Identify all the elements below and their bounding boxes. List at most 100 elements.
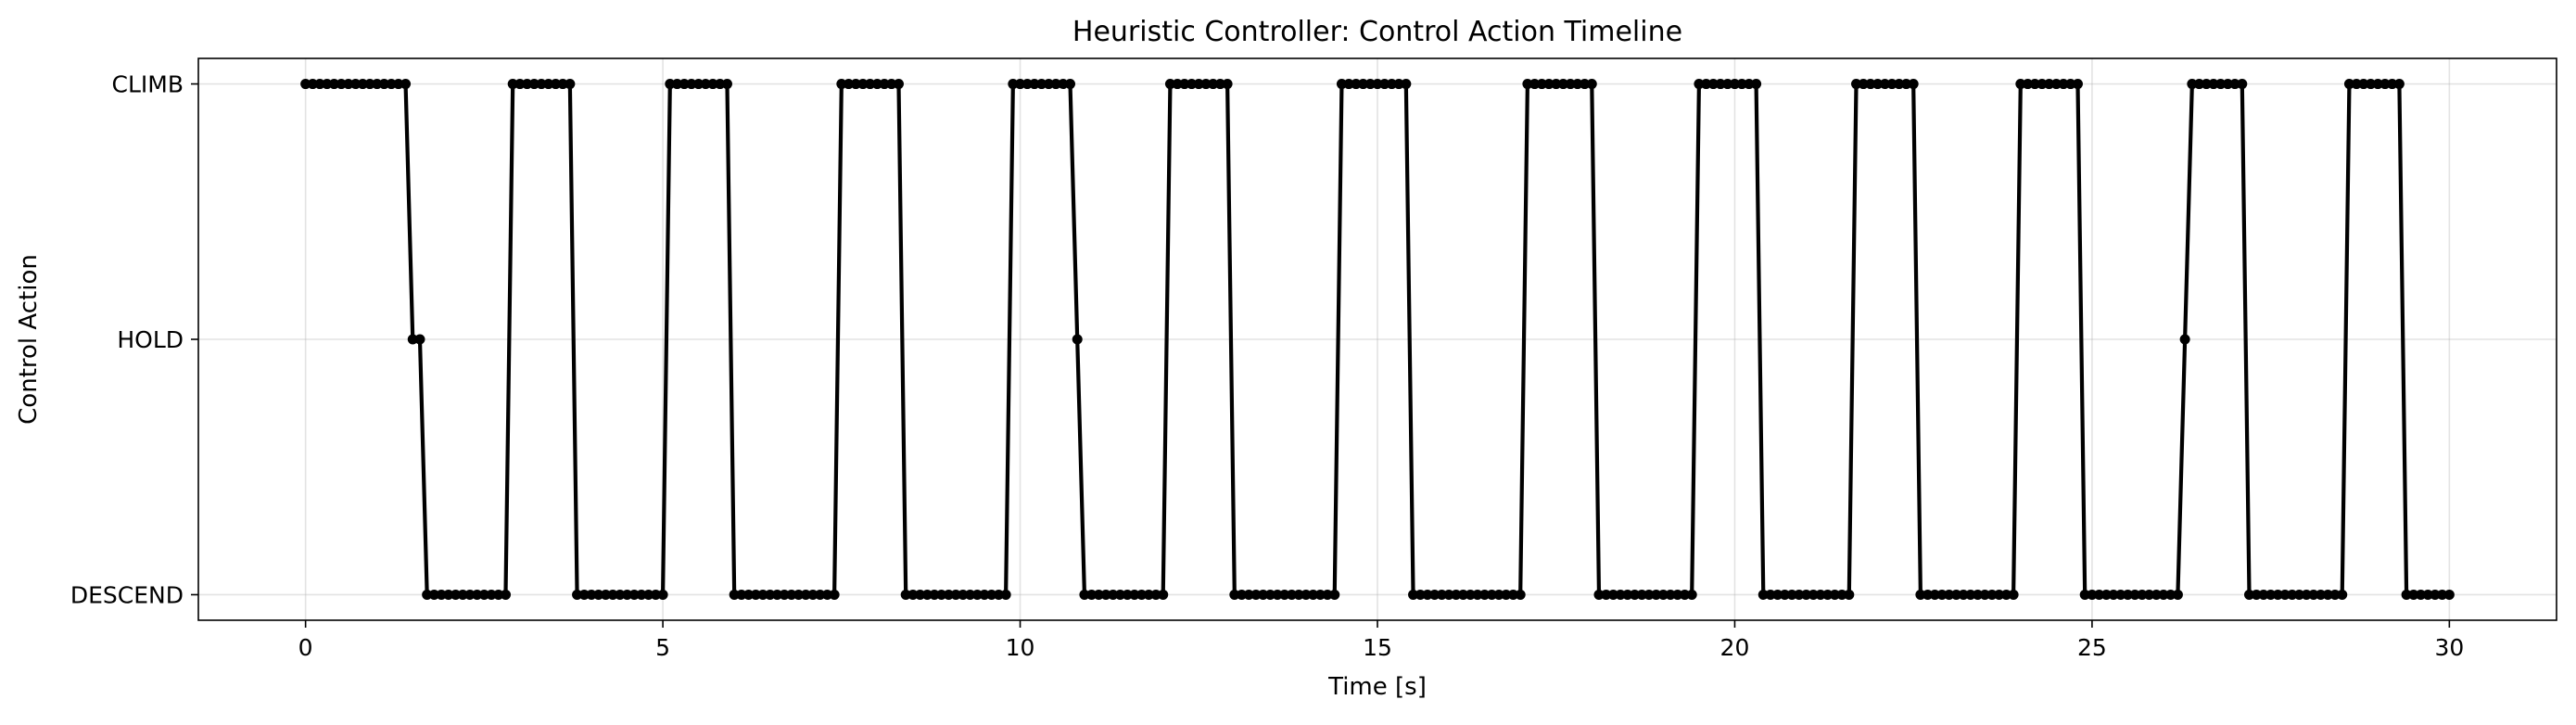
data-point xyxy=(1565,79,1576,90)
data-point xyxy=(628,589,640,600)
data-point xyxy=(1100,589,1111,600)
data-point xyxy=(343,79,354,90)
y-tick-label: CLIMB xyxy=(112,71,184,98)
data-point xyxy=(807,589,818,600)
data-point xyxy=(2094,589,2105,600)
data-point xyxy=(1264,589,1275,600)
data-point xyxy=(1408,589,1419,600)
data-point xyxy=(1364,79,1376,90)
data-point xyxy=(1193,79,1204,90)
data-point xyxy=(936,589,947,600)
data-point xyxy=(986,589,997,600)
data-point xyxy=(1729,79,1740,90)
data-point xyxy=(865,79,876,90)
data-point xyxy=(1829,589,1840,600)
data-point xyxy=(1522,79,1533,90)
data-point xyxy=(400,79,412,90)
data-point xyxy=(1851,79,1862,90)
data-point xyxy=(1458,589,1469,600)
data-point xyxy=(1308,589,1319,600)
data-point xyxy=(2366,79,2377,90)
data-point xyxy=(672,79,683,90)
data-point xyxy=(478,589,489,600)
data-point xyxy=(2008,589,2019,600)
data-point xyxy=(971,589,983,600)
data-point xyxy=(693,79,704,90)
data-point xyxy=(650,589,661,600)
y-tick-label: HOLD xyxy=(117,326,184,353)
data-point xyxy=(736,589,747,600)
data-point xyxy=(1551,79,1562,90)
data-point xyxy=(2237,79,2248,90)
data-point xyxy=(2179,334,2190,345)
data-point xyxy=(993,589,1004,600)
data-point xyxy=(1272,589,1283,600)
data-point xyxy=(2201,79,2212,90)
data-point xyxy=(2443,589,2455,600)
data-point xyxy=(1172,79,1183,90)
data-point xyxy=(1672,589,1683,600)
data-point xyxy=(1208,79,1219,90)
data-point xyxy=(1894,79,1905,90)
data-point xyxy=(786,589,797,600)
data-point xyxy=(507,79,518,90)
data-point xyxy=(1900,79,1911,90)
data-point xyxy=(1665,589,1676,600)
data-point xyxy=(414,334,425,345)
data-point xyxy=(1944,589,1955,600)
data-point xyxy=(514,79,526,90)
data-point xyxy=(2015,79,2026,90)
data-point xyxy=(1058,79,1069,90)
data-point xyxy=(879,79,890,90)
data-point xyxy=(2416,589,2427,600)
data-point xyxy=(500,589,511,600)
data-point xyxy=(1200,79,1212,90)
data-point xyxy=(1164,79,1175,90)
data-point xyxy=(2158,589,2169,600)
data-point xyxy=(1507,589,1518,600)
data-point xyxy=(1958,589,1969,600)
data-point xyxy=(1150,589,1161,600)
data-point xyxy=(1108,589,1119,600)
data-point xyxy=(1986,589,1998,600)
data-point xyxy=(457,589,468,600)
data-point xyxy=(1879,79,1890,90)
data-point xyxy=(328,79,339,90)
data-point xyxy=(1343,79,1354,90)
data-point xyxy=(2372,79,2383,90)
data-point xyxy=(1736,79,1747,90)
data-point xyxy=(2337,589,2348,600)
data-point xyxy=(1237,589,1248,600)
data-point xyxy=(1036,79,1047,90)
data-point xyxy=(1815,589,1826,600)
data-point xyxy=(464,589,476,600)
data-point xyxy=(372,79,383,90)
data-point xyxy=(2194,79,2205,90)
data-point xyxy=(1636,589,1647,600)
data-point xyxy=(765,589,776,600)
data-point xyxy=(1694,79,1705,90)
data-point xyxy=(2058,79,2069,90)
data-point xyxy=(1465,589,1476,600)
data-point xyxy=(965,589,976,600)
data-point xyxy=(793,589,805,600)
data-point xyxy=(1973,589,1984,600)
data-point xyxy=(1222,79,1233,90)
data-point xyxy=(565,79,576,90)
data-point xyxy=(1029,79,1040,90)
data-point xyxy=(615,589,626,600)
data-point xyxy=(1994,589,2005,600)
data-point xyxy=(2387,79,2398,90)
data-point xyxy=(1472,589,1483,600)
data-point xyxy=(943,589,954,600)
x-tick-label: 30 xyxy=(2434,634,2464,661)
x-tick-label: 25 xyxy=(2077,634,2107,661)
data-point xyxy=(357,79,368,90)
data-point xyxy=(893,79,904,90)
data-point xyxy=(1451,589,1462,600)
data-point xyxy=(1093,589,1104,600)
data-point xyxy=(2329,589,2341,600)
data-point xyxy=(871,79,882,90)
data-point xyxy=(2108,589,2119,600)
data-point xyxy=(1258,589,1269,600)
